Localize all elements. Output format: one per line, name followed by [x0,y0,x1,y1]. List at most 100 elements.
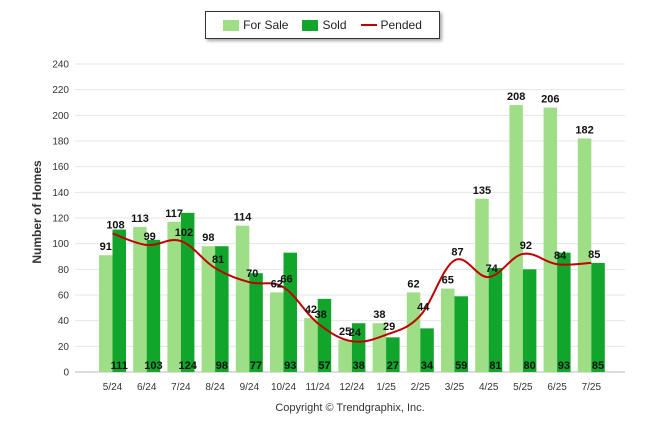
label-sold: 57 [318,360,330,372]
bar-for-sale [99,255,113,372]
bar-sold [454,296,468,372]
bar-sold [215,246,229,372]
label-sold: 81 [489,360,501,372]
label-pended: 74 [486,263,499,275]
bar-sold [283,252,297,372]
x-tick-label: 7/25 [582,382,602,393]
bar-sold [386,337,400,372]
label-sold: 93 [558,360,570,372]
label-pended: 87 [451,246,463,258]
bar-for-sale [133,226,147,372]
copyright: Copyright © Trendgraphix, Inc. [275,402,425,414]
label-sold: 111 [111,360,128,372]
bar-for-sale [201,246,216,372]
x-tick-label: 1/25 [376,382,396,393]
bar-sold [591,262,605,372]
bar-sold [351,323,366,372]
bars [99,105,605,373]
legend-item-sold: Sold [302,18,347,32]
label-sold: 59 [455,360,467,372]
y-tick-label: 100 [52,239,69,250]
label-sold: 98 [216,360,228,372]
label-for-sale: 114 [234,212,253,224]
label-for-sale: 25 [339,326,351,338]
label-pended: 92 [520,240,532,252]
label-for-sale: 91 [100,241,112,253]
label-pended: 84 [554,250,567,262]
x-tick-label: 2/25 [411,382,431,393]
label-for-sale: 62 [271,278,283,290]
y-tick-label: 180 [52,137,69,148]
label-sold: 34 [421,360,434,372]
bar-for-sale [270,292,284,372]
x-tick-label: 10/24 [271,382,296,393]
data-labels: 91 111 108 113 103 99 117 124 102 98 98 81 114 77 70 62… [100,91,605,372]
label-for-sale: 113 [131,213,149,225]
bar-sold [317,298,332,372]
label-sold: 103 [144,360,162,372]
label-pended: 29 [383,321,395,333]
label-sold: 93 [284,360,296,372]
label-for-sale: 65 [442,275,454,287]
bar-for-sale [475,198,489,372]
x-tick-label: 3/25 [445,382,465,393]
label-sold: 77 [250,360,262,372]
bar-sold [146,239,161,372]
legend-label-for-sale: For Sale [243,18,289,32]
bar-sold [112,229,126,372]
label-pended: 70 [246,268,258,280]
label-for-sale: 117 [165,208,183,220]
legend-label-sold: Sold [322,18,347,32]
label-pended: 99 [144,231,156,243]
x-tick-label: 11/24 [306,382,331,393]
x-tick-label: 5/24 [103,382,123,393]
label-for-sale: 135 [473,185,491,197]
label-for-sale: 208 [507,91,525,103]
for-sale-swatch [223,19,240,31]
y-axis-ticks: 0 20 40 60 80 100 120 140 160 180 200 220 240 [52,60,69,379]
y-tick-label: 40 [58,316,70,327]
label-pended: 44 [417,302,430,314]
pended-line-path [112,232,592,343]
y-tick-label: 20 [58,342,70,353]
label-for-sale: 206 [541,94,559,106]
legend-item-for-sale: For Sale [223,18,288,32]
label-sold: 38 [353,360,365,372]
label-sold: 27 [387,360,399,372]
y-tick-label: 0 [63,368,69,379]
pended-line [112,232,592,343]
x-tick-label: 6/24 [137,382,157,393]
gridlines [75,63,625,373]
label-pended: 102 [175,227,193,239]
y-tick-label: 60 [58,291,70,302]
bar-for-sale [167,221,181,372]
bar-for-sale [543,107,558,372]
bar-for-sale [406,292,421,372]
y-tick-label: 140 [52,188,69,199]
label-pended: 81 [212,254,224,266]
bar-sold [522,269,537,372]
x-tick-label: 8/24 [205,382,225,393]
bar-sold [557,252,571,372]
bar-sold [488,268,503,372]
bar-sold [249,273,263,372]
label-for-sale: 98 [202,232,214,244]
bar-for-sale [304,318,318,372]
pended-swatch [360,24,377,26]
sold-swatch [302,19,319,31]
bar-for-sale [441,288,455,372]
x-axis-ticks: 5/24 6/24 7/24 8/24 9/24 10/24 11/24 12/24 1/25 2… [103,382,602,393]
label-pended: 85 [588,249,600,261]
x-tick-label: 4/25 [479,382,499,393]
label-sold: 124 [178,360,197,372]
legend-item-pended: Pended [360,18,422,32]
y-tick-label: 120 [52,214,69,225]
legend: For Sale Sold Pended [205,11,440,39]
label-pended: 38 [315,309,327,321]
y-axis-label: Number of Homes [30,160,44,264]
y-tick-label: 220 [52,85,69,96]
x-tick-label: 12/24 [339,382,364,393]
y-tick-label: 80 [58,265,70,276]
y-tick-label: 200 [52,111,69,122]
